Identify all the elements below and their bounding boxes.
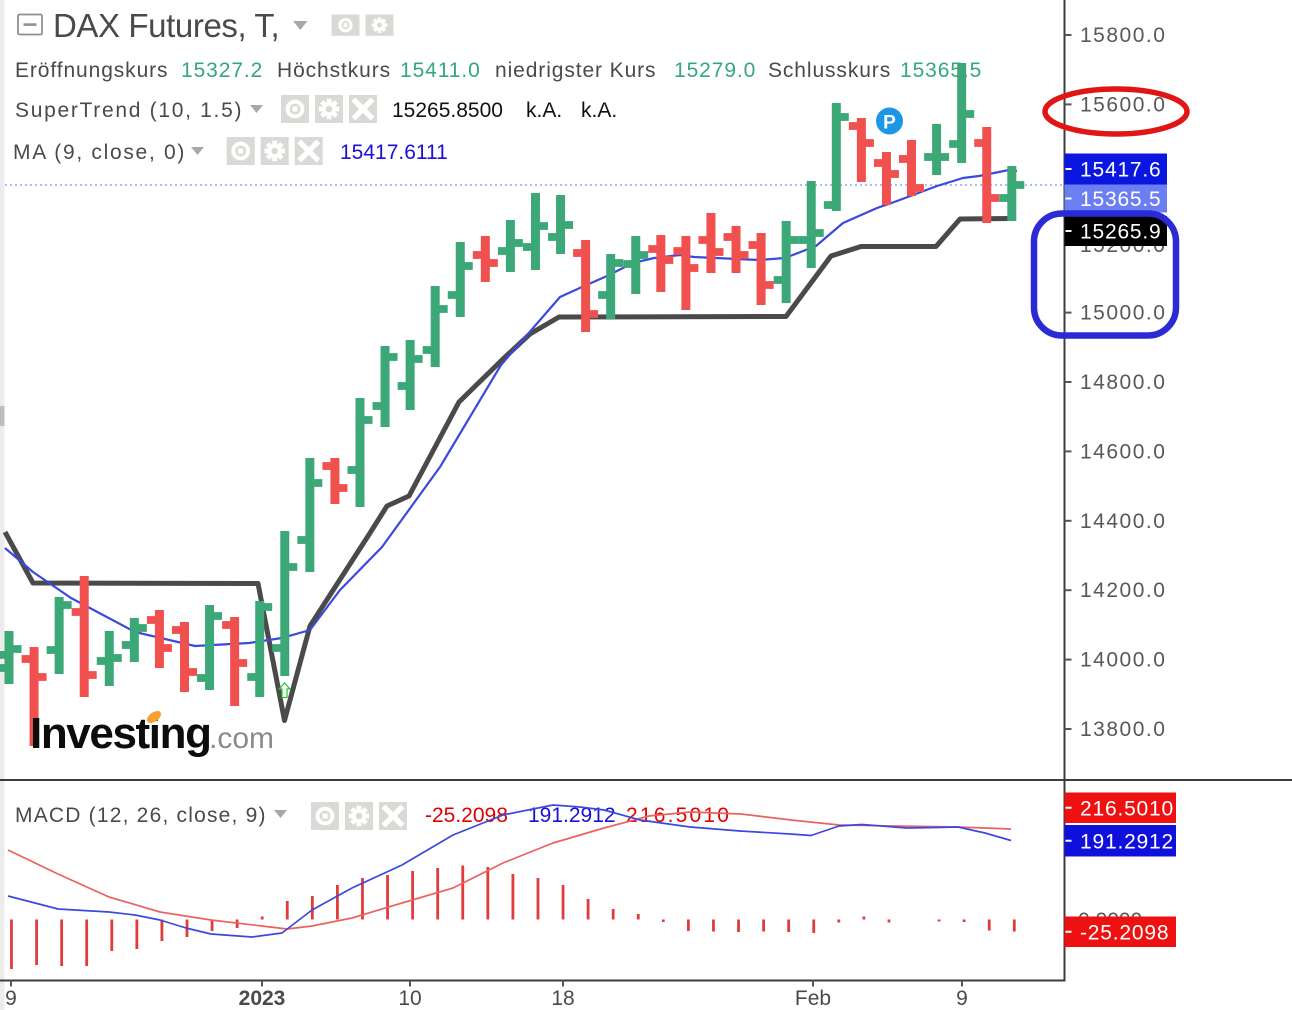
svg-text:15265.9: 15265.9 xyxy=(1080,221,1162,244)
svg-text:Schlusskurs: Schlusskurs xyxy=(768,59,891,82)
svg-text:15000.0: 15000.0 xyxy=(1080,302,1166,325)
svg-text:P: P xyxy=(883,113,896,134)
svg-text:14200.0: 14200.0 xyxy=(1080,579,1166,602)
svg-text:10: 10 xyxy=(398,987,421,1010)
svg-text:191.2912: 191.2912 xyxy=(528,804,616,827)
svg-text:15265.8500: 15265.8500 xyxy=(392,99,503,122)
svg-text:.com: .com xyxy=(209,722,274,755)
svg-text:SuperTrend (10, 1.5): SuperTrend (10, 1.5) xyxy=(15,99,243,122)
svg-text:15417.6111: 15417.6111 xyxy=(340,141,448,164)
svg-text:-25.2098: -25.2098 xyxy=(1080,921,1169,944)
svg-text:9: 9 xyxy=(5,987,17,1010)
svg-text:k.A.: k.A. xyxy=(526,99,562,122)
svg-text:15417.6: 15417.6 xyxy=(1080,159,1162,182)
svg-text:18: 18 xyxy=(551,987,574,1010)
svg-text:14000.0: 14000.0 xyxy=(1080,649,1166,672)
svg-text:216.5010: 216.5010 xyxy=(1080,797,1174,820)
svg-text:15411.0: 15411.0 xyxy=(400,59,481,82)
svg-text:15279.0: 15279.0 xyxy=(674,59,756,82)
svg-text:14600.0: 14600.0 xyxy=(1080,440,1166,463)
svg-text:14400.0: 14400.0 xyxy=(1080,510,1166,533)
svg-text:15327.2: 15327.2 xyxy=(181,59,263,82)
svg-text:216.5010: 216.5010 xyxy=(626,804,731,827)
svg-text:Feb: Feb xyxy=(795,987,831,1010)
svg-text:Eröffnungskurs: Eröffnungskurs xyxy=(15,59,168,82)
svg-text:DAX Futures, T,: DAX Futures, T, xyxy=(53,7,279,44)
svg-text:15800.0: 15800.0 xyxy=(1080,24,1166,47)
svg-text:14800.0: 14800.0 xyxy=(1080,371,1166,394)
svg-text:15365.5: 15365.5 xyxy=(900,59,982,82)
svg-text:k.A.: k.A. xyxy=(581,99,617,122)
svg-text:-25.2098: -25.2098 xyxy=(425,804,508,827)
svg-text:Investing: Investing xyxy=(30,709,211,758)
svg-text:9: 9 xyxy=(956,987,968,1010)
svg-text:191.2912: 191.2912 xyxy=(1080,830,1174,853)
svg-text:Höchstkurs: Höchstkurs xyxy=(277,59,391,82)
svg-text:13800.0: 13800.0 xyxy=(1080,718,1166,741)
svg-text:MACD (12, 26, close, 9): MACD (12, 26, close, 9) xyxy=(15,804,267,827)
svg-text:15365.5: 15365.5 xyxy=(1080,188,1162,211)
svg-text:15600.0: 15600.0 xyxy=(1080,93,1166,116)
svg-text:2023: 2023 xyxy=(239,987,286,1010)
svg-text:MA (9, close, 0): MA (9, close, 0) xyxy=(13,141,186,164)
svg-text:niedrigster Kurs: niedrigster Kurs xyxy=(495,59,656,82)
